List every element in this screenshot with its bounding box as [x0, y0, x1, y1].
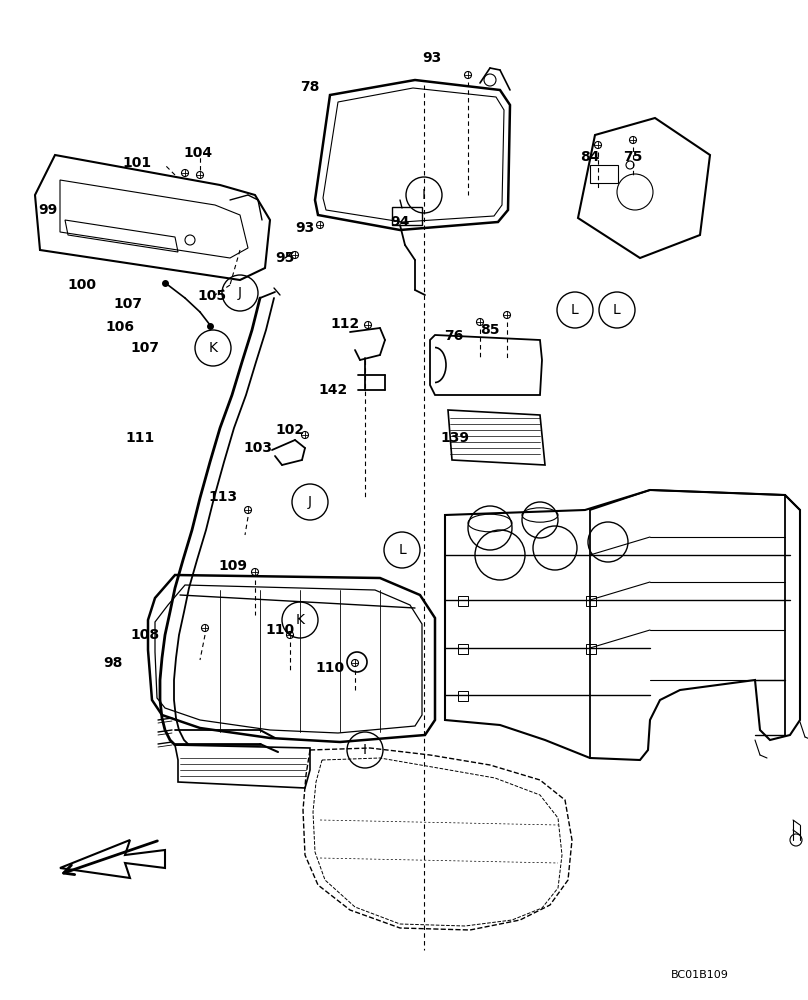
Text: 75: 75 [623, 150, 642, 164]
Bar [586, 644, 596, 654]
Text: 112: 112 [330, 317, 360, 331]
Bar [590, 165, 618, 183]
Text: 95: 95 [276, 251, 295, 265]
Text: 84: 84 [580, 150, 600, 164]
Text: 102: 102 [276, 423, 305, 437]
Text: L: L [398, 543, 406, 557]
Text: 101: 101 [123, 156, 152, 170]
Text: 94: 94 [390, 215, 410, 229]
Text: I: I [363, 743, 367, 757]
Text: 78: 78 [301, 80, 320, 94]
Text: K: K [208, 341, 217, 355]
Bar [458, 644, 468, 654]
Text: 108: 108 [130, 628, 159, 642]
Text: BC01B109: BC01B109 [671, 970, 729, 980]
Text: J: J [308, 495, 312, 509]
Text: 98: 98 [103, 656, 123, 670]
Text: 93: 93 [296, 221, 314, 235]
Text: 103: 103 [243, 441, 272, 455]
Text: 76: 76 [444, 329, 464, 343]
Text: L: L [571, 303, 579, 317]
Text: 93: 93 [423, 51, 442, 65]
Text: 99: 99 [38, 203, 57, 217]
Text: 100: 100 [68, 278, 96, 292]
Text: 85: 85 [480, 323, 500, 337]
Bar [392, 207, 422, 225]
Text: 107: 107 [131, 341, 159, 355]
Text: 106: 106 [106, 320, 134, 334]
Text: I: I [422, 188, 426, 202]
Text: K: K [296, 613, 305, 627]
Text: 110: 110 [266, 623, 295, 637]
Text: J: J [238, 286, 242, 300]
Bar [458, 596, 468, 606]
Text: 142: 142 [318, 383, 347, 397]
Text: 110: 110 [315, 661, 344, 675]
Text: 107: 107 [113, 297, 142, 311]
Text: 105: 105 [197, 289, 226, 303]
Bar [458, 691, 468, 701]
Bar [586, 596, 596, 606]
Text: 139: 139 [440, 431, 469, 445]
Text: 109: 109 [218, 559, 247, 573]
Text: 104: 104 [183, 146, 213, 160]
Text: 111: 111 [125, 431, 154, 445]
Text: L: L [613, 303, 621, 317]
Text: 113: 113 [208, 490, 238, 504]
